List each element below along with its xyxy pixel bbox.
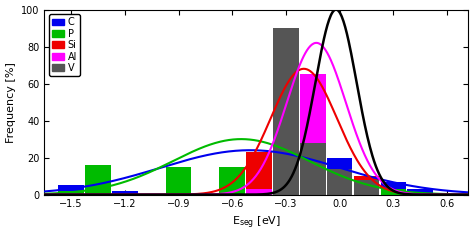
X-axis label: E$_{\rm seg}$ [eV]: E$_{\rm seg}$ [eV]: [232, 215, 281, 232]
Bar: [246, 167, 272, 195]
Bar: [246, 189, 272, 195]
Legend: C, P, Si, Al, V: C, P, Si, Al, V: [49, 14, 80, 76]
Bar: [300, 145, 326, 195]
Bar: [354, 182, 379, 195]
Bar: [85, 165, 111, 195]
Bar: [166, 167, 191, 195]
Bar: [300, 143, 326, 195]
Bar: [166, 167, 191, 195]
Y-axis label: Frequency [%]: Frequency [%]: [6, 62, 16, 142]
Bar: [354, 180, 379, 195]
Bar: [300, 158, 326, 195]
Bar: [381, 182, 406, 195]
Bar: [112, 191, 137, 195]
Bar: [219, 167, 245, 195]
Bar: [327, 171, 352, 195]
Bar: [354, 176, 379, 195]
Bar: [300, 74, 326, 195]
Bar: [246, 158, 272, 195]
Bar: [300, 74, 326, 195]
Bar: [58, 191, 84, 195]
Bar: [381, 189, 406, 195]
Bar: [273, 46, 299, 195]
Bar: [273, 130, 299, 195]
Bar: [273, 28, 299, 195]
Bar: [327, 158, 352, 195]
Bar: [327, 171, 352, 195]
Bar: [273, 148, 299, 195]
Bar: [246, 152, 272, 195]
Bar: [354, 189, 379, 195]
Bar: [58, 185, 84, 195]
Bar: [327, 169, 352, 195]
Bar: [407, 189, 433, 195]
Bar: [219, 167, 245, 195]
Bar: [273, 74, 299, 195]
